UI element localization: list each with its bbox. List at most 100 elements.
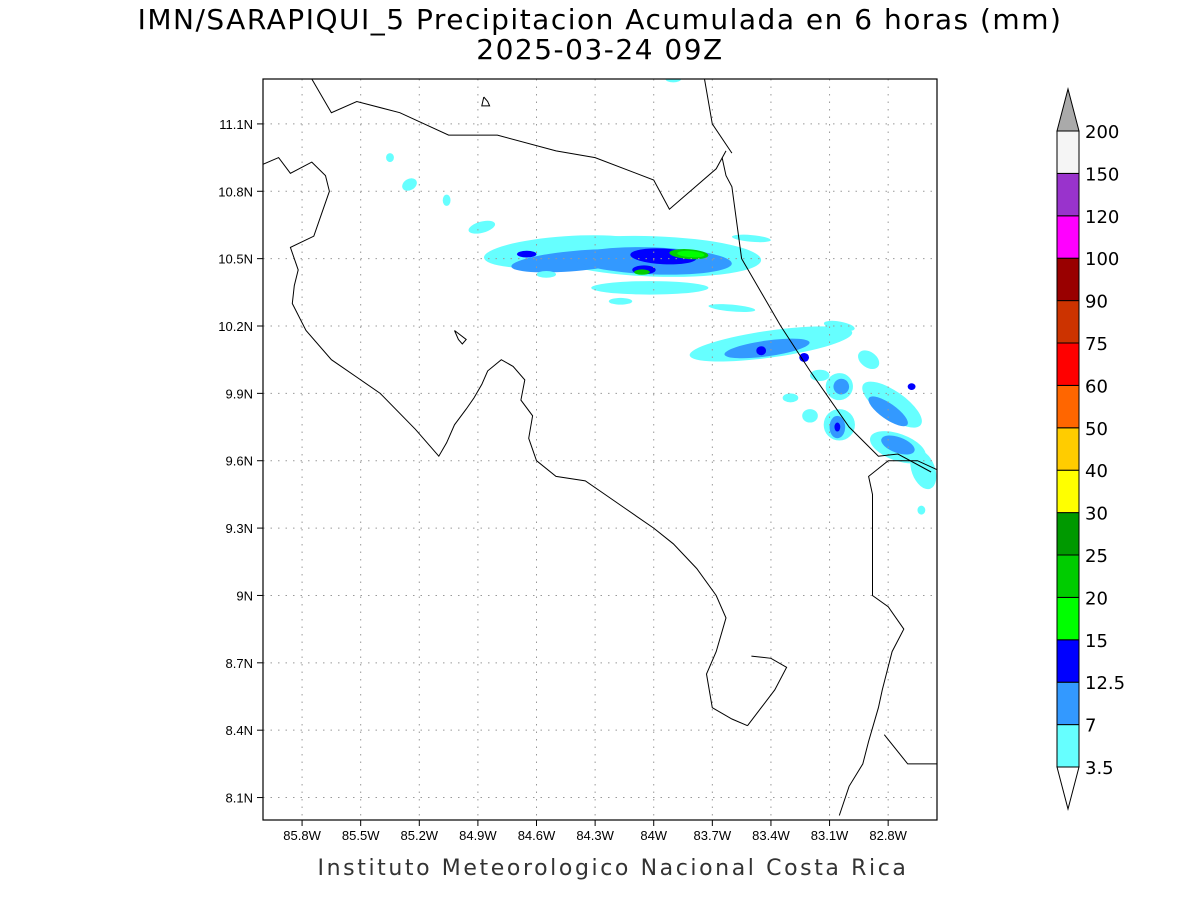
colorbar-swatch bbox=[1056, 384, 1080, 429]
precip-cell bbox=[665, 79, 682, 83]
coastline-borders bbox=[263, 79, 937, 816]
y-tick-label: 10.2N bbox=[218, 319, 253, 334]
coastline bbox=[883, 734, 937, 765]
colorbar-label: 15 bbox=[1085, 631, 1108, 652]
y-tick-label: 10.8N bbox=[218, 184, 253, 199]
precip-cell bbox=[608, 297, 633, 305]
precip-cell bbox=[907, 383, 916, 390]
coastline bbox=[481, 96, 491, 107]
precip-cell bbox=[468, 220, 496, 234]
precip-cell bbox=[834, 422, 841, 432]
precip-cell bbox=[516, 250, 537, 258]
colorbar-swatch bbox=[1056, 427, 1080, 471]
colorbar-label: 200 bbox=[1085, 122, 1119, 143]
precip-cell bbox=[402, 178, 417, 191]
colorbar-swatch bbox=[1056, 172, 1080, 217]
colorbar-swatch bbox=[1056, 512, 1080, 556]
precip-cell bbox=[823, 320, 855, 332]
colorbar-label: 25 bbox=[1085, 546, 1108, 567]
precip-cell bbox=[724, 338, 810, 359]
colorbar-swatch bbox=[1056, 469, 1080, 514]
precipitation-field bbox=[386, 79, 937, 515]
colorbar-min-arrow bbox=[1056, 766, 1080, 811]
y-tick-label: 8.1N bbox=[226, 791, 253, 806]
x-tick-label: 85.8W bbox=[283, 828, 321, 843]
precip-cell bbox=[858, 350, 880, 369]
colorbar-label: 90 bbox=[1085, 292, 1108, 313]
colorbar-label: 50 bbox=[1085, 419, 1108, 440]
precip-cell bbox=[536, 270, 557, 278]
colorbar-swatch bbox=[1056, 724, 1080, 768]
precip-cell bbox=[677, 250, 705, 258]
y-tick-label: 8.7N bbox=[226, 656, 253, 671]
colorbar-swatch bbox=[1056, 639, 1080, 683]
precip-cell bbox=[833, 378, 850, 395]
x-tick-label: 83.1W bbox=[811, 828, 849, 843]
colorbar-label: 30 bbox=[1085, 504, 1108, 525]
y-tick-label: 10.5N bbox=[218, 252, 253, 267]
colorbar-label: 60 bbox=[1085, 376, 1108, 397]
coastline bbox=[838, 460, 937, 816]
precip-cell bbox=[708, 304, 756, 312]
coastline bbox=[311, 79, 727, 210]
coastline bbox=[721, 157, 932, 473]
colorbar-label: 3.5 bbox=[1085, 758, 1114, 779]
x-tick-label: 84.3W bbox=[576, 828, 614, 843]
x-tick-label: 84.6W bbox=[518, 828, 556, 843]
x-tick-label: 84.9W bbox=[459, 828, 497, 843]
coastline bbox=[263, 156, 748, 727]
x-tick-label: 85.2W bbox=[401, 828, 439, 843]
colorbar-label: 7 bbox=[1085, 716, 1096, 737]
plot-frame bbox=[262, 78, 938, 821]
colorbar-label: 20 bbox=[1085, 588, 1108, 609]
colorbar-swatch bbox=[1056, 681, 1080, 726]
x-tick-label: 82.8W bbox=[869, 828, 907, 843]
precip-cell bbox=[802, 409, 818, 423]
graticule-grid bbox=[263, 79, 937, 820]
coastline bbox=[704, 79, 733, 154]
chart-subtitle-datetime: 2025-03-24 09Z bbox=[476, 33, 724, 66]
y-tick-label: 9.6N bbox=[226, 454, 253, 469]
colorbar-swatch bbox=[1056, 215, 1080, 259]
precip-cell bbox=[910, 450, 937, 490]
colorbar-swatch bbox=[1056, 300, 1080, 344]
colorbar-swatch bbox=[1056, 596, 1080, 641]
precip-cell bbox=[756, 346, 767, 356]
chart-title: IMN/SARAPIQUI_5 Precipitacion Acumulada … bbox=[137, 3, 1063, 36]
x-tick-label: 83.7W bbox=[694, 828, 732, 843]
precip-cell bbox=[868, 396, 908, 427]
precip-cell bbox=[782, 393, 799, 403]
longitude-axis: 85.8W 85.5W 85.2W 84.9W 84.6W 84.3W 84W 83.7W 83… bbox=[283, 820, 908, 843]
x-tick-label: 85.5W bbox=[342, 828, 380, 843]
footer-credit: Instituto Meteorologico Nacional Costa R… bbox=[317, 856, 909, 881]
y-tick-label: 9.3N bbox=[226, 521, 253, 536]
x-tick-label: 84W bbox=[640, 828, 667, 843]
colorbar-max-arrow bbox=[1056, 87, 1080, 132]
precip-cell bbox=[881, 435, 915, 455]
y-tick-label: 11.1N bbox=[219, 117, 253, 132]
y-tick-label: 9N bbox=[236, 588, 253, 603]
colorbar-swatch bbox=[1056, 257, 1080, 302]
y-tick-label: 9.9N bbox=[226, 386, 253, 401]
precip-cell bbox=[386, 153, 394, 163]
precip-cell bbox=[591, 281, 709, 295]
colorbar-label: 12.5 bbox=[1085, 673, 1125, 694]
colorbar-legend: 3.5 7 12.5 15 20 25 30 40 50 60 75 90 100 120 150 200 bbox=[1056, 87, 1125, 811]
colorbar-label: 100 bbox=[1085, 249, 1119, 270]
colorbar-label: 150 bbox=[1085, 164, 1119, 185]
precip-cell bbox=[634, 269, 650, 275]
precip-cell bbox=[731, 234, 771, 243]
coastline bbox=[747, 655, 788, 727]
colorbar-label: 120 bbox=[1085, 207, 1119, 228]
colorbar-swatch bbox=[1056, 554, 1080, 598]
colorbar-label: 75 bbox=[1085, 334, 1108, 355]
precip-cell bbox=[799, 352, 810, 362]
x-tick-label: 83.4W bbox=[752, 828, 790, 843]
colorbar-swatch bbox=[1056, 342, 1080, 386]
y-tick-label: 8.4N bbox=[226, 723, 253, 738]
latitude-axis: 11.1N 10.8N 10.5N 10.2N 9.9N 9.6N 9.3N 9N 8.7N 8.… bbox=[218, 117, 263, 806]
colorbar-label: 40 bbox=[1085, 461, 1108, 482]
coastline bbox=[454, 330, 467, 345]
colorbar-swatch bbox=[1056, 130, 1080, 174]
